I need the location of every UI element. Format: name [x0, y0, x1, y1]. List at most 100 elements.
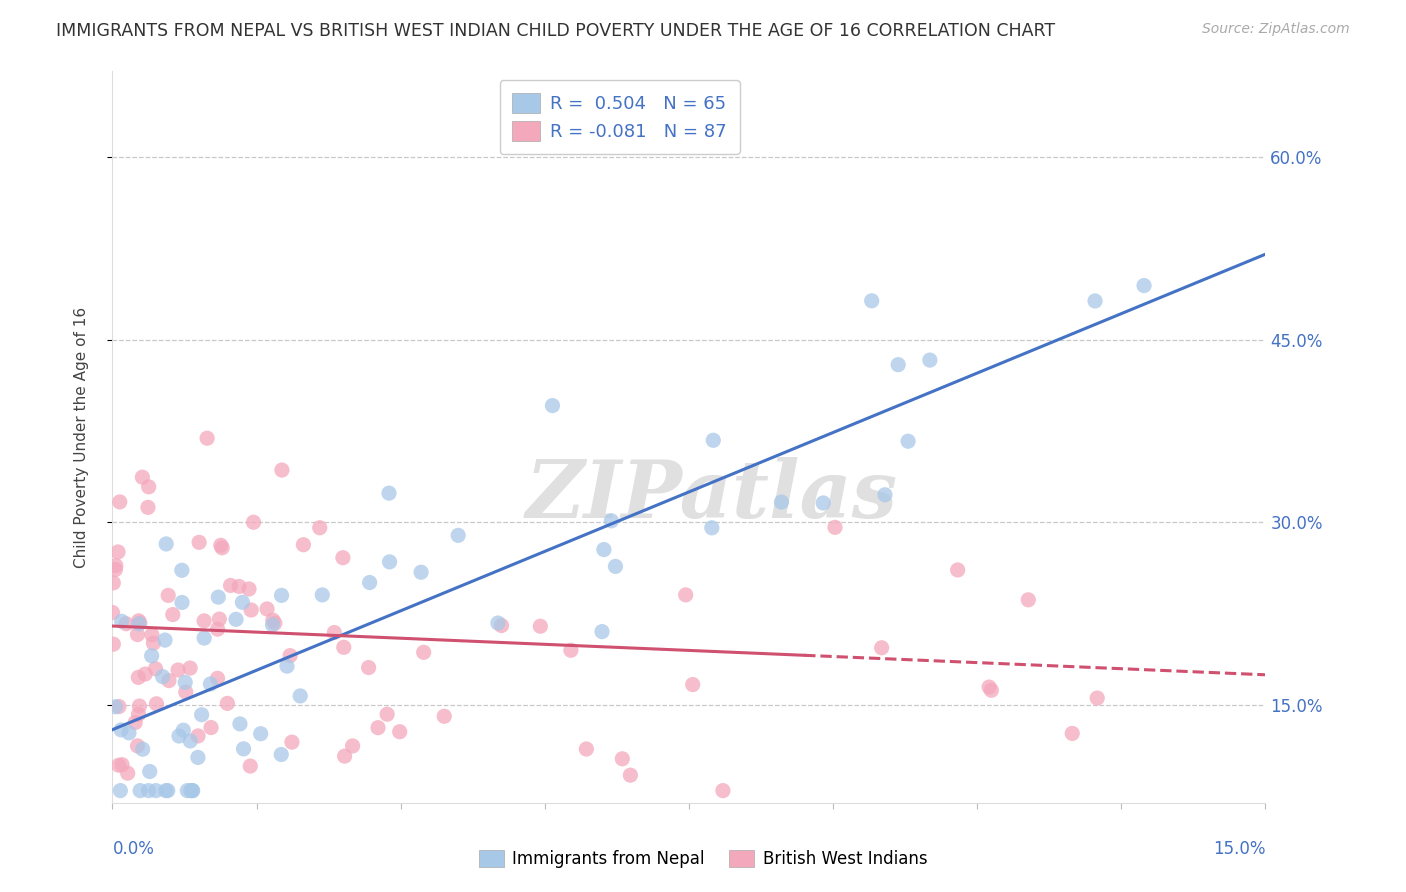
Text: Source: ZipAtlas.com: Source: ZipAtlas.com — [1202, 22, 1350, 37]
Point — [323, 625, 346, 640]
Point — [107, 758, 129, 772]
Point — [141, 648, 163, 663]
Point — [541, 399, 564, 413]
Point — [619, 768, 641, 782]
Point — [141, 628, 163, 642]
Point — [887, 358, 910, 372]
Point — [333, 640, 356, 655]
Point — [172, 723, 194, 738]
Point — [591, 624, 613, 639]
Point — [770, 495, 793, 509]
Point — [180, 783, 202, 797]
Point — [138, 764, 160, 779]
Point — [278, 648, 301, 663]
Point — [115, 616, 138, 631]
Point — [700, 521, 723, 535]
Y-axis label: Child Poverty Under the Age of 16: Child Poverty Under the Age of 16 — [75, 307, 89, 567]
Point — [208, 612, 231, 626]
Point — [145, 697, 167, 711]
Point — [276, 659, 298, 673]
Point — [111, 615, 134, 629]
Point — [239, 759, 262, 773]
Point — [167, 729, 190, 743]
Point — [918, 353, 941, 368]
Point — [170, 595, 193, 609]
Point — [128, 699, 150, 714]
Point — [174, 685, 197, 699]
Point — [110, 723, 132, 737]
Point — [142, 636, 165, 650]
Point — [131, 470, 153, 484]
Point — [190, 707, 212, 722]
Point — [152, 670, 174, 684]
Point — [200, 721, 222, 735]
Point — [231, 595, 253, 609]
Point — [1062, 726, 1084, 740]
Legend: Immigrants from Nepal, British West Indians: Immigrants from Nepal, British West Indi… — [472, 843, 934, 875]
Point — [101, 606, 124, 620]
Point — [262, 613, 284, 627]
Point — [157, 673, 180, 688]
Point — [290, 689, 312, 703]
Point — [110, 783, 132, 797]
Point — [1085, 691, 1108, 706]
Point — [127, 627, 149, 641]
Point — [270, 747, 292, 762]
Point — [1017, 592, 1039, 607]
Point — [378, 486, 401, 500]
Point — [447, 528, 470, 542]
Point — [145, 783, 167, 797]
Point — [193, 614, 215, 628]
Point — [179, 734, 201, 748]
Point — [605, 559, 627, 574]
Point — [357, 660, 380, 674]
Point — [281, 735, 304, 749]
Point — [117, 766, 139, 780]
Point — [128, 616, 150, 631]
Point — [108, 495, 131, 509]
Point — [870, 640, 893, 655]
Point — [200, 677, 222, 691]
Point — [228, 579, 250, 593]
Point — [156, 783, 179, 797]
Point — [600, 514, 623, 528]
Point — [131, 742, 153, 756]
Point — [367, 721, 389, 735]
Point — [104, 699, 127, 714]
Point — [811, 496, 834, 510]
Point — [181, 783, 204, 797]
Point — [560, 643, 582, 657]
Point — [207, 622, 229, 636]
Point — [375, 707, 398, 722]
Point — [242, 515, 264, 529]
Point — [211, 541, 233, 555]
Point — [270, 588, 292, 602]
Point — [134, 667, 156, 681]
Point — [412, 645, 434, 659]
Point — [249, 727, 271, 741]
Text: 15.0%: 15.0% — [1213, 840, 1265, 858]
Text: ZIPatlas: ZIPatlas — [526, 457, 898, 534]
Point — [873, 488, 896, 502]
Point — [575, 742, 598, 756]
Point — [946, 563, 969, 577]
Point — [179, 661, 201, 675]
Text: IMMIGRANTS FROM NEPAL VS BRITISH WEST INDIAN CHILD POVERTY UNDER THE AGE OF 16 C: IMMIGRANTS FROM NEPAL VS BRITISH WEST IN… — [56, 22, 1056, 40]
Point — [529, 619, 551, 633]
Point — [292, 538, 315, 552]
Point — [111, 757, 134, 772]
Point — [170, 563, 193, 577]
Point — [103, 637, 125, 651]
Point — [860, 293, 883, 308]
Point — [409, 566, 432, 580]
Point — [342, 739, 364, 753]
Point — [145, 662, 167, 676]
Point — [977, 680, 1000, 694]
Point — [129, 783, 152, 797]
Point — [136, 500, 159, 515]
Point — [103, 575, 125, 590]
Point — [702, 434, 724, 448]
Point — [127, 739, 149, 753]
Point — [209, 538, 232, 552]
Point — [181, 783, 204, 797]
